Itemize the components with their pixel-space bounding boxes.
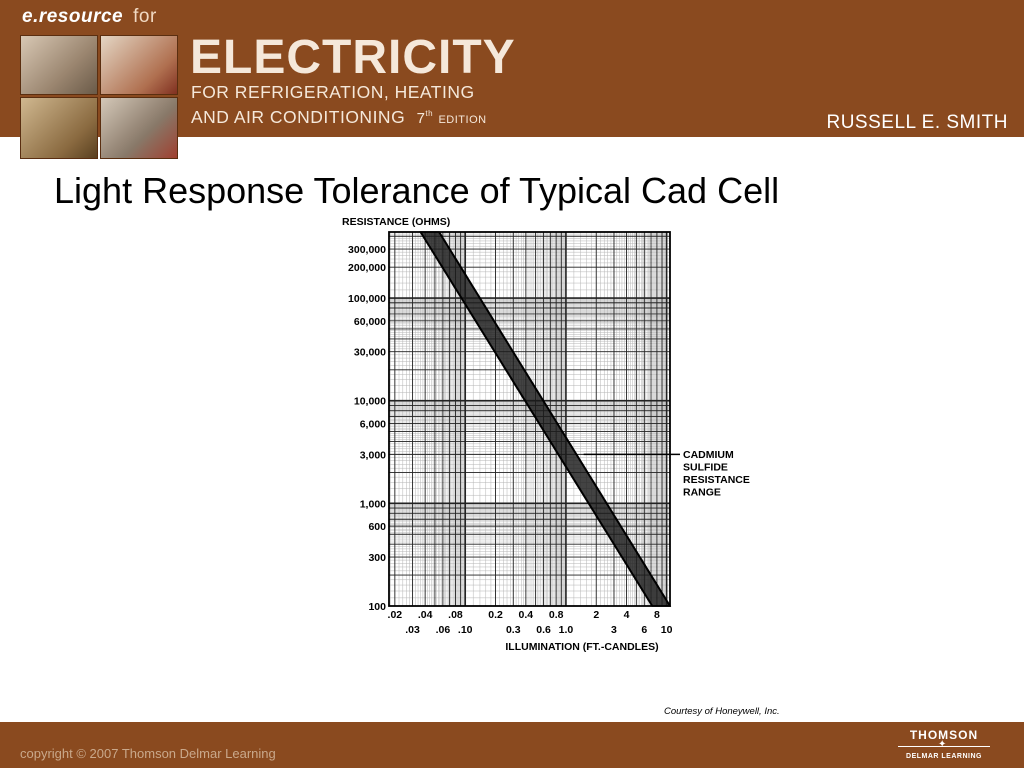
subtitle-line-2: AND AIR CONDITIONING 7th EDITION — [191, 103, 487, 131]
book-thumbnails — [20, 35, 180, 159]
subtitle-line-1: FOR REFRIGERATION, HEATING — [191, 82, 475, 102]
y-axis-label: RESISTANCE (OHMS) — [342, 216, 450, 228]
band-label-line: RANGE — [683, 487, 721, 499]
x-tick-label-upper: .04 — [418, 609, 433, 621]
courtesy-credit: Courtesy of Honeywell, Inc. — [664, 706, 780, 717]
y-tick-label: 300 — [368, 552, 386, 564]
y-tick-label: 60,000 — [354, 316, 386, 328]
header-banner: e.resource for ELECTRICITY FOR REFRIGERAT… — [0, 0, 1024, 159]
y-tick-label: 10,000 — [354, 396, 386, 408]
fan-motor-photo — [20, 97, 98, 159]
x-tick-label-upper: 8 — [654, 609, 660, 621]
x-tick-label-upper: .02 — [388, 609, 403, 621]
brand-logo: e.resource for — [22, 6, 157, 28]
subtitle-line-2-text: AND AIR CONDITIONING — [191, 106, 406, 127]
edition-number: 7 — [416, 109, 426, 127]
book-title: ELECTRICITY — [190, 31, 516, 84]
y-tick-label: 30,000 — [354, 347, 386, 359]
x-tick-label-lower: .10 — [458, 624, 473, 636]
x-tick-label-lower: .03 — [405, 624, 420, 636]
footer-bar: copyright © 2007 Thomson Delmar Learning… — [0, 722, 1024, 768]
relay-photo — [100, 97, 178, 159]
x-tick-label-upper: .08 — [448, 609, 463, 621]
y-tick-label: 100,000 — [348, 293, 386, 305]
publisher-logo: THOMSON DELMAR LEARNING — [898, 728, 990, 760]
publisher-rule — [898, 739, 990, 750]
slide-title: Light Response Tolerance of Typical Cad … — [54, 170, 780, 211]
edition-label: EDITION — [438, 113, 487, 126]
plot-frame — [388, 231, 671, 607]
band-lower-edge — [419, 231, 654, 607]
band-label-line: CADMIUM — [683, 449, 734, 461]
copyright-text: copyright © 2007 Thomson Delmar Learning — [20, 746, 276, 761]
y-tick-label: 1,000 — [360, 498, 386, 510]
x-tick-label-upper: 0.2 — [488, 609, 503, 621]
y-tick-label: 600 — [368, 521, 386, 533]
x-tick-label-lower: 0.6 — [536, 624, 551, 636]
x-tick-label-upper: 0.4 — [519, 609, 534, 621]
y-tick-label: 3,000 — [360, 449, 386, 461]
band-label-line: SULFIDE — [683, 462, 728, 474]
brand-for: for — [133, 6, 157, 27]
x-tick-label-lower: 10 — [661, 624, 673, 636]
x-tick-label-lower: 6 — [641, 624, 647, 636]
cad-cell-chart: RESISTANCE (OHMS)300,000200,000100,00060… — [342, 216, 750, 653]
book-subtitle: FOR REFRIGERATION, HEATING AND AIR CONDI… — [191, 82, 487, 131]
x-tick-label-upper: 0.8 — [549, 609, 564, 621]
x-tick-label-lower: 0.3 — [506, 624, 521, 636]
y-tick-label: 200,000 — [348, 262, 386, 274]
y-tick-label: 6,000 — [360, 418, 386, 430]
y-tick-label: 100 — [368, 601, 386, 613]
publisher-name: THOMSON — [909, 728, 979, 742]
edition-superscript: th — [425, 109, 434, 118]
publisher-subname: DELMAR LEARNING — [906, 753, 982, 760]
x-axis-label: ILLUMINATION (FT.-CANDLES) — [505, 641, 658, 653]
x-tick-label-lower: 3 — [611, 624, 617, 636]
x-tick-label-upper: 4 — [624, 609, 630, 621]
author-name: RUSSELL E. SMITH — [826, 112, 1008, 133]
x-tick-label-lower: 1.0 — [559, 624, 574, 636]
meter-photo — [100, 35, 178, 95]
band-label-line: RESISTANCE — [683, 474, 750, 486]
x-tick-label-upper: 2 — [593, 609, 599, 621]
brand-name: e.resource — [22, 6, 124, 27]
x-tick-label-lower: .06 — [436, 624, 451, 636]
motor-photo — [20, 35, 98, 95]
y-tick-label: 300,000 — [348, 244, 386, 256]
band-upper-edge — [438, 231, 671, 607]
